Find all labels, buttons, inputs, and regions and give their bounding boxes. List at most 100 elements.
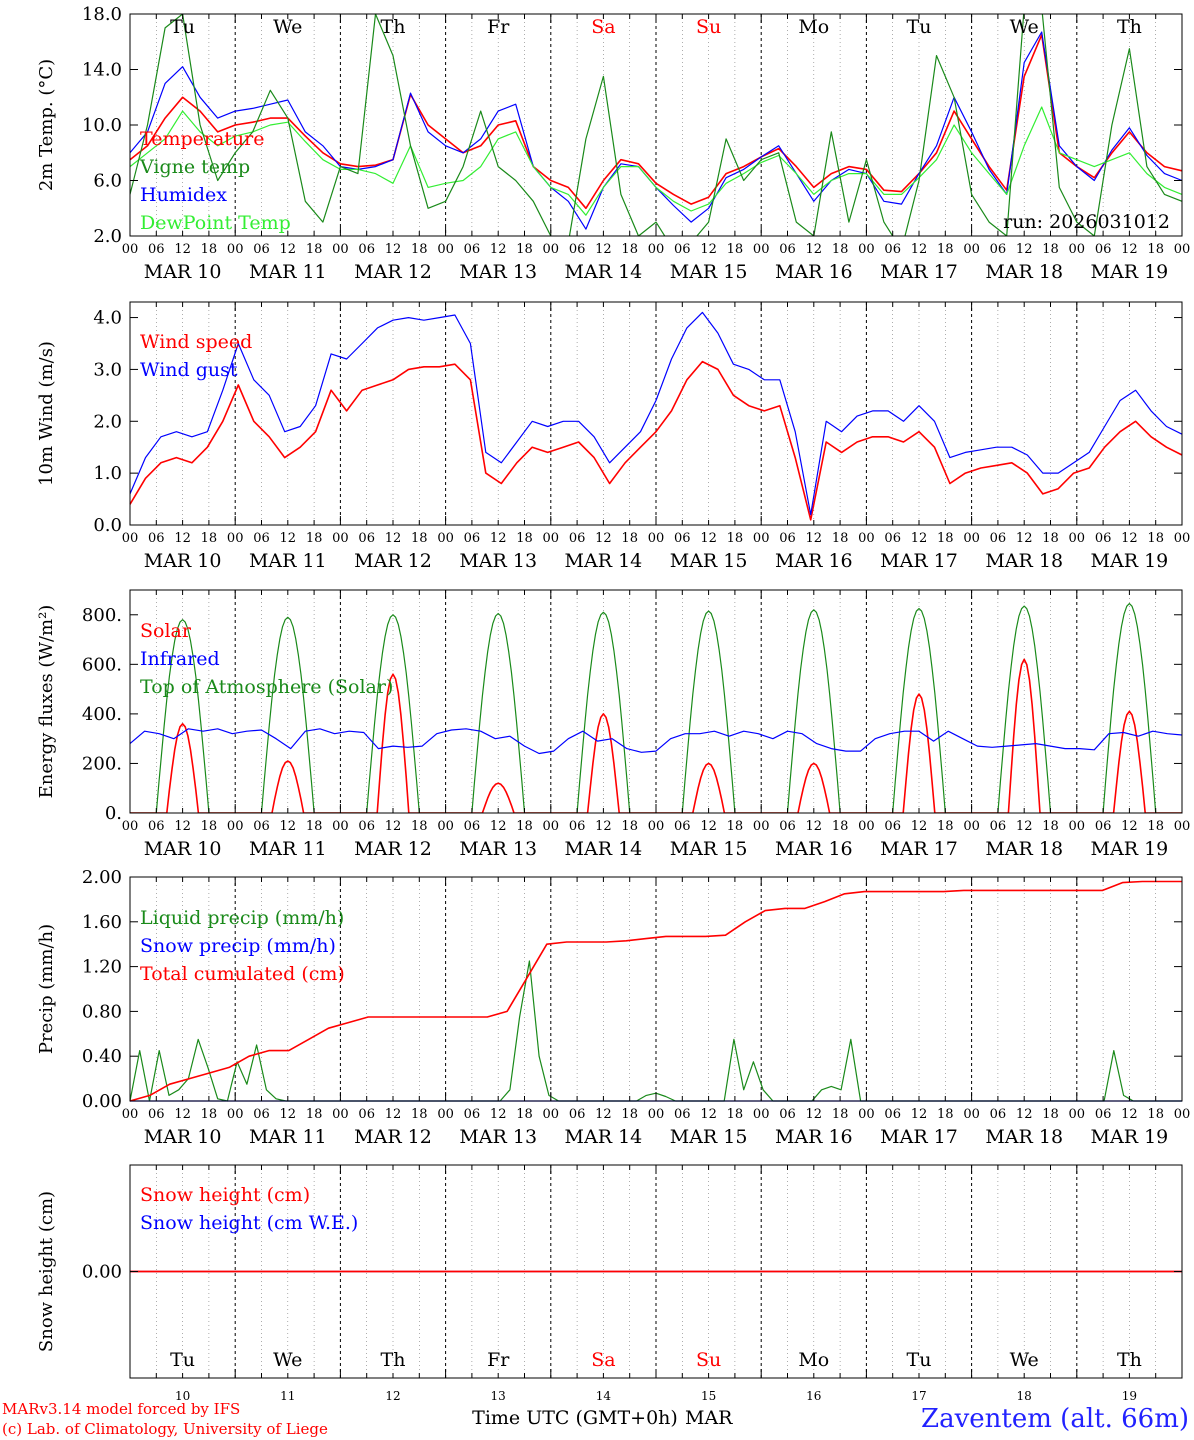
hour-label: 00 <box>122 1107 139 1122</box>
y-tick-label: 0.00 <box>82 1262 122 1283</box>
y-tick-label: 2.0 <box>93 411 122 432</box>
hour-label: 00 <box>753 1107 770 1122</box>
date-label: MAR 15 <box>670 261 748 283</box>
hour-label: 18 <box>1147 531 1164 546</box>
y-tick-label: 200. <box>82 753 122 774</box>
date-label: MAR 14 <box>565 261 643 283</box>
day-name: Sa <box>591 16 615 38</box>
hour-label: 12 <box>595 1107 612 1122</box>
day-number: 19 <box>1122 1389 1137 1403</box>
y-axis-title: Energy fluxes (W/m²) <box>36 605 57 799</box>
hour-label: 12 <box>280 819 297 834</box>
date-label: MAR 17 <box>880 550 958 572</box>
hour-label: 06 <box>674 819 691 834</box>
legend-entry: Snow height (cm W.E.) <box>140 1212 358 1234</box>
date-label: MAR 10 <box>144 261 222 283</box>
hour-label: 12 <box>490 1107 507 1122</box>
legend-entry: Wind gust <box>140 359 238 381</box>
hour-label: 00 <box>858 819 875 834</box>
y-tick-label: 3.0 <box>93 359 122 380</box>
hour-label: 12 <box>280 1107 297 1122</box>
hour-label: 06 <box>779 819 796 834</box>
grid-layer <box>156 14 1156 1378</box>
month-label: MAR <box>685 1407 733 1429</box>
date-label: MAR 16 <box>775 550 853 572</box>
y-tick-label: 600. <box>82 654 122 675</box>
hour-label: 12 <box>385 1107 402 1122</box>
hour-label: 00 <box>543 1107 560 1122</box>
hour-label: 06 <box>884 531 901 546</box>
day-name: Tu <box>907 1349 932 1371</box>
hour-label: 06 <box>674 242 691 257</box>
hour-label: 00 <box>1174 1107 1191 1122</box>
hour-label: 00 <box>1174 242 1191 257</box>
legend-entry: Infrared <box>140 648 220 670</box>
hour-label: 00 <box>1174 531 1191 546</box>
hour-label: 06 <box>253 1107 270 1122</box>
y-tick-label: 0.40 <box>82 1046 122 1067</box>
hour-label: 12 <box>174 1107 191 1122</box>
hour-label: 12 <box>806 242 823 257</box>
day-name: Th <box>381 1349 406 1371</box>
date-label: MAR 16 <box>775 261 853 283</box>
date-label: MAR 13 <box>459 838 537 860</box>
hour-label: 00 <box>1069 1107 1086 1122</box>
hour-label: 18 <box>306 1107 323 1122</box>
hour-label: 18 <box>1147 1107 1164 1122</box>
hour-label: 06 <box>464 242 481 257</box>
y-tick-label: 800. <box>82 605 122 626</box>
hour-label: 06 <box>148 819 165 834</box>
hour-label: 18 <box>832 819 849 834</box>
hour-label: 18 <box>516 1107 533 1122</box>
hour-label: 18 <box>1042 1107 1059 1122</box>
run-label: run: 2026031012 <box>1003 211 1170 233</box>
hour-label: 00 <box>963 1107 980 1122</box>
legend-entry: Vigne temp <box>139 156 250 178</box>
date-label: MAR 16 <box>775 838 853 860</box>
hour-label: 12 <box>595 242 612 257</box>
hour-label: 18 <box>201 531 218 546</box>
hour-label: 18 <box>621 819 638 834</box>
y-axis-title: Snow height (cm) <box>36 1191 57 1352</box>
series-line-top-of-atmosphere-solar- <box>130 602 1182 813</box>
hour-label: 06 <box>990 531 1007 546</box>
hour-label: 18 <box>832 242 849 257</box>
hour-label: 00 <box>648 1107 665 1122</box>
day-number: 12 <box>385 1389 400 1403</box>
hour-label: 18 <box>201 242 218 257</box>
hour-label: 12 <box>1121 531 1138 546</box>
date-label: MAR 12 <box>354 550 432 572</box>
hour-label: 06 <box>464 819 481 834</box>
date-label: MAR 17 <box>880 838 958 860</box>
date-label: MAR 14 <box>565 838 643 860</box>
series-line-vigne-temp <box>130 14 1182 236</box>
legend-entry: Top of Atmosphere (Solar) <box>140 676 393 698</box>
hour-label: 06 <box>990 819 1007 834</box>
day-name: Th <box>381 16 406 38</box>
hour-label: 18 <box>411 1107 428 1122</box>
hour-label: 06 <box>253 242 270 257</box>
hour-label: 12 <box>174 242 191 257</box>
hour-label: 00 <box>1069 531 1086 546</box>
hour-label: 12 <box>1016 531 1033 546</box>
hour-label: 12 <box>385 531 402 546</box>
hour-label: 06 <box>674 531 691 546</box>
hour-label: 18 <box>937 819 954 834</box>
credit-lab: (c) Lab. of Climatology, University of L… <box>2 1420 328 1438</box>
hour-label: 12 <box>806 531 823 546</box>
hour-label: 12 <box>174 819 191 834</box>
date-label: MAR 18 <box>985 838 1063 860</box>
date-label: MAR 14 <box>565 1126 643 1148</box>
date-label: MAR 19 <box>1091 261 1169 283</box>
y-axis-title: 10m Wind (m/s) <box>36 341 57 486</box>
hour-label: 12 <box>1016 1107 1033 1122</box>
day-name: Sa <box>591 1349 615 1371</box>
hour-label: 06 <box>148 242 165 257</box>
hour-label: 12 <box>911 531 928 546</box>
hour-label: 00 <box>227 242 244 257</box>
hour-label: 00 <box>437 819 454 834</box>
hour-label: 18 <box>1042 819 1059 834</box>
y-tick-label: 0. <box>105 803 122 824</box>
hour-label: 12 <box>1016 819 1033 834</box>
hour-label: 12 <box>490 819 507 834</box>
